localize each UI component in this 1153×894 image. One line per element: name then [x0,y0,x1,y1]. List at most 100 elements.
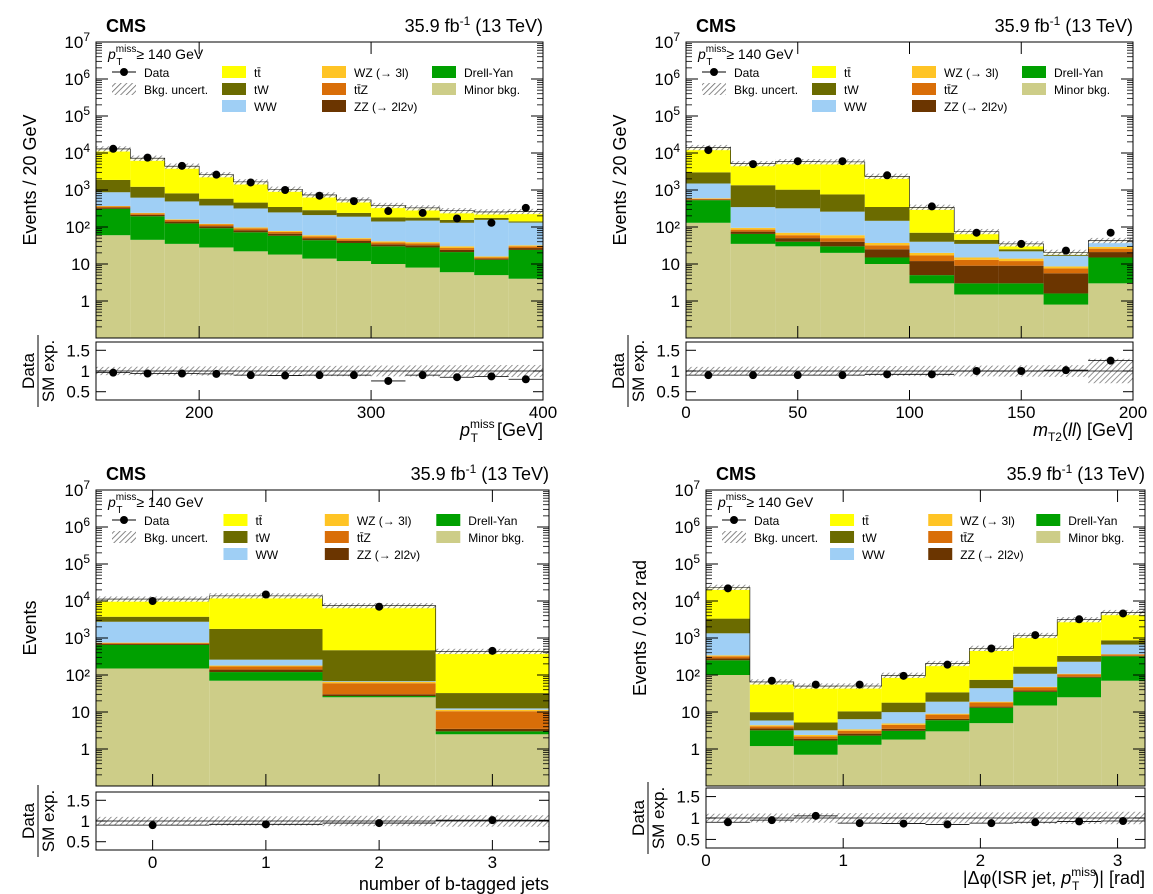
bar-WW [686,183,731,199]
bar-WZ [881,723,926,725]
ratio-point [927,370,936,379]
stack-total-outline [96,595,549,652]
bar-DY [199,228,234,248]
legend-data-marker [120,516,128,524]
bar-minor [267,254,303,338]
x-axis: 0 1 2 3 number of b-tagged jets [148,490,549,894]
bar-ttZ [1088,248,1133,253]
x-tick-label: 100 [895,403,923,422]
ratio-point [767,816,776,825]
x-axis-label: mT2(ll) [GeV] [1033,420,1133,444]
ratio-y-tick-label: 0.5 [66,833,90,852]
bar-minor [130,239,165,338]
lumi-label: 35.9 fb-1 (13 TeV) [995,14,1133,36]
bar-ZZ [439,249,475,253]
legend-label-data: Data [754,514,780,528]
bar-WW [336,216,372,239]
ratio-point [1106,356,1115,365]
ratio-point [246,371,255,380]
bar-DY [969,707,1014,724]
bar-WZ [508,245,543,247]
ratio-y-tick-label: 1 [81,362,90,381]
ratio-y-tick-label: 1.5 [66,341,90,360]
cms-label: CMS [106,16,146,36]
data-point [1017,239,1026,248]
bar-WW [322,681,436,682]
bar-WW [793,730,838,735]
bar-WZ [209,665,323,667]
ratio-y-label: Data SM exp. [19,335,58,407]
bar-minor [1101,680,1145,786]
legend-swatch-minor [1036,531,1061,543]
bar-tW [864,207,910,221]
data-point [899,671,908,680]
data-point [723,584,732,593]
ratio-point [375,819,384,828]
bar-WW [302,215,337,236]
bar-ttbar [474,211,509,218]
x-tick-label: 3 [488,853,497,872]
bar-DY [164,223,200,244]
legend-swatch-tW [812,83,836,95]
legend-label-ttZ: tt̄Z [354,83,368,97]
ratio-y-label-den: SM exp. [39,340,58,402]
ratio-point [521,375,530,384]
bar-ZZ [336,240,372,243]
legend-label-WZ: WZ (→ 3l) [944,66,999,80]
legend-label-ZZ: ZZ (→ 2l2ν) [960,548,1023,562]
bar-ttbar [837,686,882,712]
ratio-point [883,370,892,379]
cms-label: CMS [696,16,736,36]
legend-label-minor: Minor bkg. [1054,83,1110,97]
ratio-point [487,372,496,381]
legend-label-tW: tW [254,83,269,97]
bar-minor [1043,304,1089,338]
y-tick-label: 1 [671,292,680,311]
data-point [384,207,393,216]
bar-DY [998,283,1044,295]
bar-WZ [820,235,865,239]
x-tick-label: 200 [185,403,213,422]
legend-swatch-WW [222,100,246,112]
bar-ZZ [435,728,549,732]
bar-ttZ [793,736,838,739]
x-tick-label: 0 [701,851,710,870]
ratio-point [315,371,324,380]
bar-DY [925,720,970,732]
bar-minor [837,744,882,786]
bar-ttbar [130,158,165,187]
legend: Data Bkg. uncert. tt̄ tW WW WZ (→ 3l) tt̄Z ZZ (… [112,66,520,114]
x-axis-label: |Δφ(ISR jet, pmiss T)| [rad] [963,865,1145,893]
bar-minor [1057,697,1102,786]
bar-tW [686,172,731,184]
bar-WZ [706,655,750,657]
bar-DY [686,200,731,223]
bar-minor [749,746,794,786]
bar-DY [96,644,210,669]
legend-swatch-ttZ [928,531,953,543]
bar-WZ [405,242,440,244]
y-tick-label: 10 [71,703,90,722]
legend-swatch-ttZ [912,83,936,95]
bar-ZZ [1057,676,1102,678]
legend-swatch-DY [432,66,456,78]
bar-ttZ [439,248,475,250]
legend-swatch-WZ [324,514,349,526]
bar-ZZ [405,245,440,248]
bar-ttbar [864,176,910,208]
cut-label: pmiss T ≥ 140 GeV [107,492,204,516]
bar-ttZ [730,229,776,232]
legend-swatch-WZ [912,66,936,78]
legend-label-data: Data [144,66,170,80]
bar-ttbar [336,199,372,213]
bar-WZ [164,219,200,220]
bar-ttbar [302,194,337,211]
bar-WZ [474,256,509,258]
bar-WZ [730,227,776,230]
bar-WZ [371,241,406,243]
legend-swatch-WW [830,548,855,560]
legend-swatch-tW [222,83,246,95]
data-point [704,146,713,155]
